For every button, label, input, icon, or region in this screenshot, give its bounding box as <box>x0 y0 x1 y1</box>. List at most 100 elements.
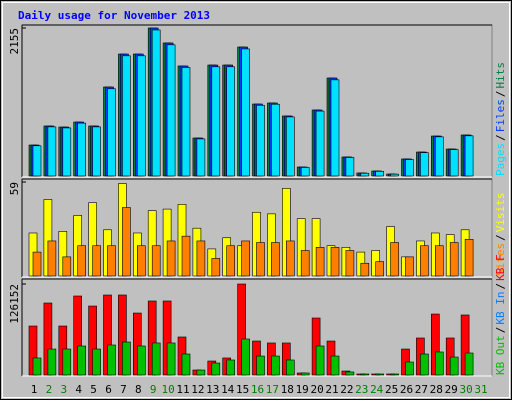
bar <box>151 342 161 376</box>
bar <box>375 261 385 277</box>
x-tick-label: 11 <box>176 383 189 396</box>
bar <box>449 149 459 177</box>
bar <box>151 29 161 177</box>
bar <box>449 356 459 376</box>
legend-entry: KB Out <box>494 335 507 375</box>
x-tick-label: 29 <box>445 383 458 396</box>
legend-entry: Hits <box>494 62 507 89</box>
x-tick-label: 2 <box>46 383 53 396</box>
legend-entry: Visits <box>494 193 507 233</box>
x-tick-label: 12 <box>191 383 204 396</box>
bar <box>211 66 221 177</box>
bar <box>271 242 280 277</box>
bar <box>285 240 295 277</box>
x-tick-label: 25 <box>385 383 398 396</box>
bar <box>420 152 429 177</box>
bar <box>226 359 235 376</box>
x-tick-label: 10 <box>161 383 174 396</box>
bar <box>107 88 116 177</box>
bar <box>285 116 295 177</box>
bar <box>330 247 340 277</box>
legend-separator: / <box>494 234 507 241</box>
x-tick-label: 5 <box>90 383 97 396</box>
y-tick-label: 2155 <box>8 28 21 55</box>
bar <box>300 372 310 376</box>
bar <box>196 240 206 277</box>
bar <box>196 369 206 376</box>
x-tick-label: 22 <box>340 383 353 396</box>
bar <box>226 245 235 277</box>
x-tick-label: 17 <box>266 383 279 396</box>
bar <box>449 242 459 277</box>
x-tick-label: 14 <box>221 383 235 396</box>
legend-separator: / <box>494 134 507 141</box>
bar <box>300 250 310 277</box>
x-tick-label: 15 <box>236 383 249 396</box>
bar <box>32 145 42 177</box>
x-tick-label: 30 <box>459 383 472 396</box>
bar <box>285 359 295 376</box>
bar <box>92 126 101 177</box>
bar <box>256 242 265 277</box>
legend-separator: / <box>494 91 507 98</box>
bar <box>137 55 146 177</box>
bar <box>32 251 42 277</box>
bar <box>122 207 131 277</box>
x-tick-label: 19 <box>296 383 309 396</box>
bar <box>405 361 414 376</box>
bar <box>47 240 57 277</box>
x-tick-label: 6 <box>105 383 112 396</box>
x-tick-label: 24 <box>370 383 384 396</box>
bar <box>464 135 474 177</box>
bar <box>345 250 355 277</box>
x-tick-label: 21 <box>325 383 338 396</box>
bar <box>77 345 86 376</box>
legend-entry: KB F <box>494 254 507 281</box>
y-tick-label: 59 <box>8 182 21 195</box>
bar <box>345 157 355 177</box>
bar <box>315 345 325 376</box>
bar <box>300 167 310 177</box>
legend-separator: / <box>494 327 507 334</box>
bar <box>315 110 325 177</box>
legend-entry: KB In <box>494 292 507 325</box>
x-tick-label: 18 <box>281 383 294 396</box>
bar <box>107 245 116 277</box>
chart-title: Daily usage for November 2013 <box>18 9 210 22</box>
bar <box>151 245 161 277</box>
bar <box>77 122 86 177</box>
bar <box>271 355 280 376</box>
bar <box>211 362 221 376</box>
bar <box>181 235 191 277</box>
bar <box>360 373 370 376</box>
bar <box>390 173 399 177</box>
x-tick-label: 9 <box>150 383 157 396</box>
bar <box>62 127 72 177</box>
x-tick-label: 27 <box>415 383 428 396</box>
bar <box>375 373 385 376</box>
x-tick-label: 8 <box>135 383 142 396</box>
x-tick-label: 31 <box>474 383 487 396</box>
x-tick-label: 28 <box>430 383 443 396</box>
bar <box>137 245 146 277</box>
bar <box>166 342 176 376</box>
bar <box>345 371 355 376</box>
bar <box>166 240 176 277</box>
x-tick-label: 26 <box>400 383 413 396</box>
bar <box>122 341 131 376</box>
bar <box>107 344 116 376</box>
bar <box>271 103 280 177</box>
inner-border <box>2 2 510 398</box>
bar <box>360 262 370 277</box>
bar <box>211 258 221 277</box>
bar <box>181 67 191 177</box>
x-tick-label: 1 <box>31 383 38 396</box>
legend-entry: Files <box>494 99 507 132</box>
bar <box>330 79 340 177</box>
x-tick-label: 16 <box>251 383 264 396</box>
bar <box>47 348 57 376</box>
x-tick-label: 13 <box>206 383 219 396</box>
bar <box>434 351 444 376</box>
bar <box>166 44 176 177</box>
